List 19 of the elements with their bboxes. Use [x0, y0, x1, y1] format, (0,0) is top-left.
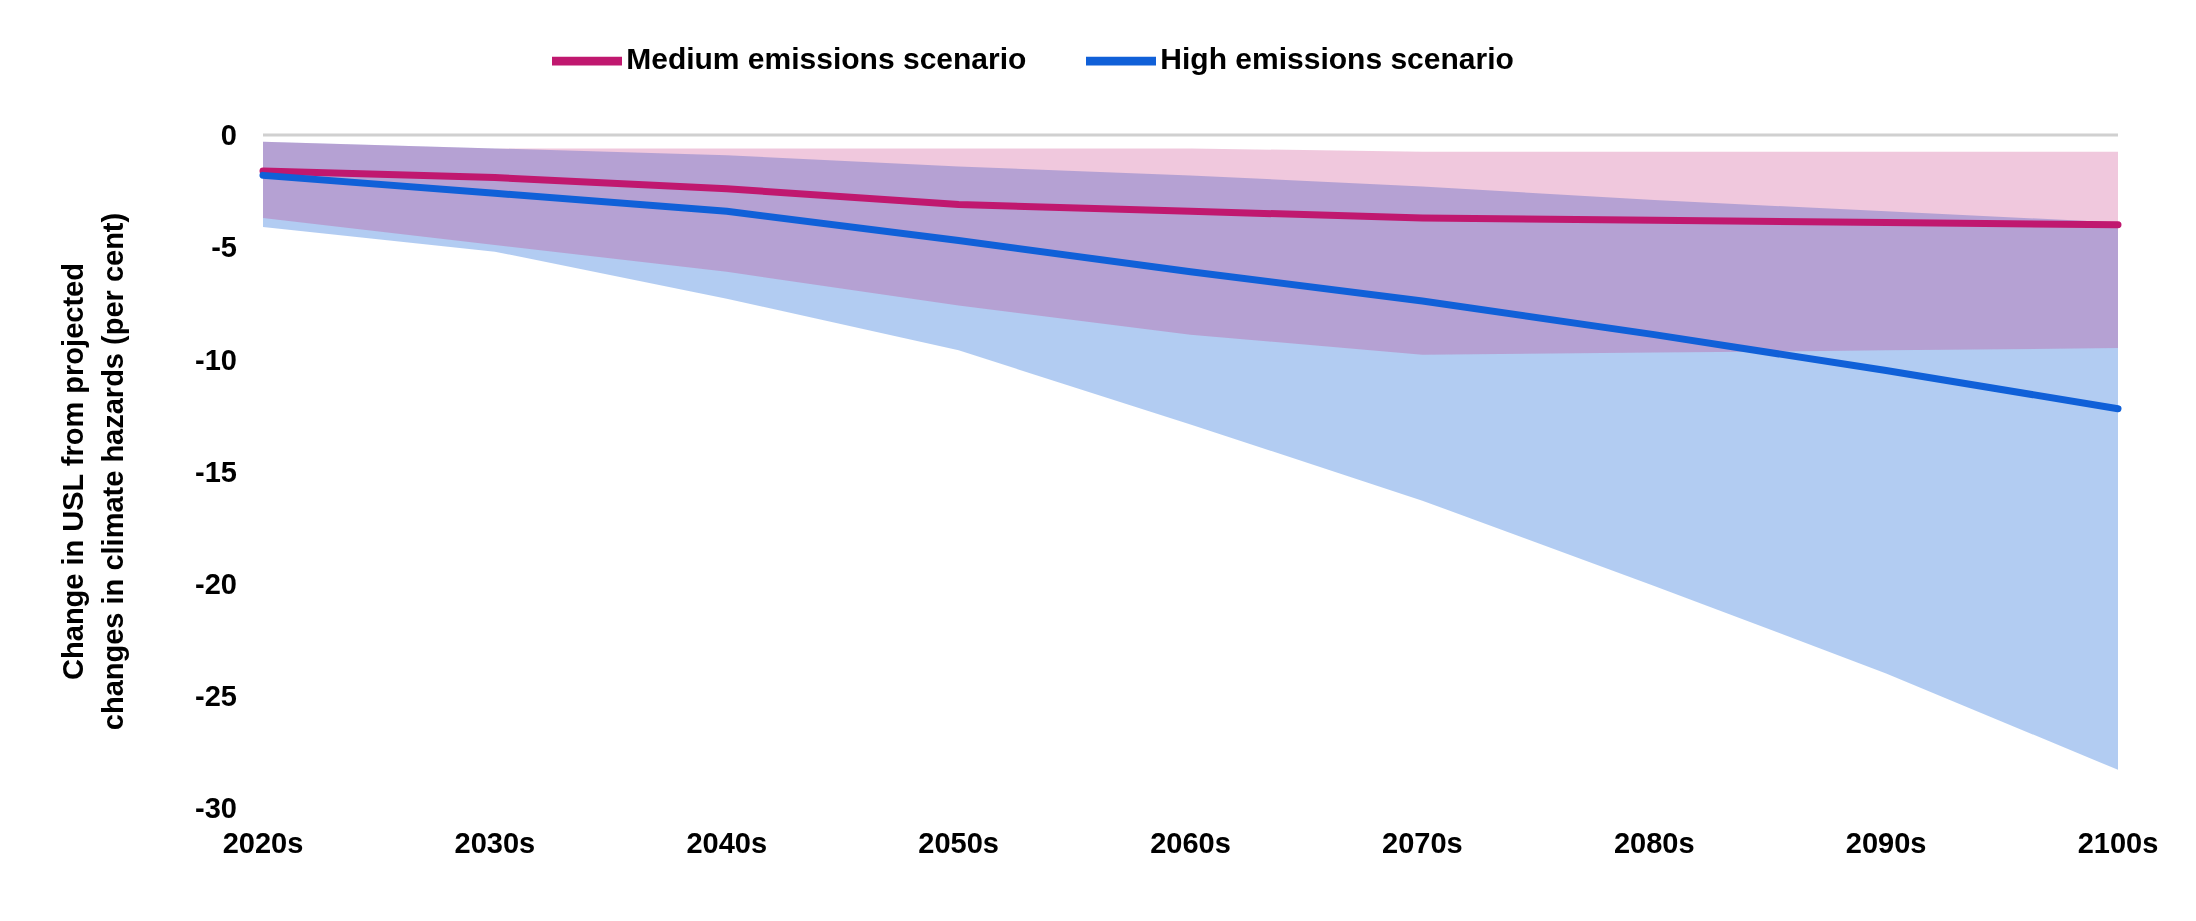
x-tick-label: 2020s [222, 826, 304, 859]
x-tick-label: 2100s [2077, 826, 2159, 859]
x-tick-label: 2080s [1613, 826, 1695, 859]
legend-label: Medium emissions scenario [626, 41, 1027, 75]
x-tick-label: 2030s [454, 826, 536, 859]
y-tick-label: -15 [195, 455, 237, 488]
y-axis-title: Change in USL from projected changes in climate hazards (per cent) [57, 212, 129, 731]
legend-label: High emissions scenario [1160, 41, 1514, 75]
x-tick-label: 2040s [686, 826, 768, 859]
y-tick-label: -5 [211, 231, 237, 264]
y-tick-label: -30 [195, 792, 237, 825]
y-tick-label: -10 [195, 343, 237, 376]
y-tick-label: -25 [195, 680, 237, 713]
x-tick-label: 2070s [1382, 826, 1463, 859]
x-tick-label: 2050s [918, 826, 999, 859]
x-tick-label: 2090s [1845, 826, 1927, 859]
x-tick-label: 2060s [1150, 826, 1231, 859]
y-tick-label: -20 [195, 567, 237, 600]
y-tick-label: 0 [220, 119, 237, 152]
